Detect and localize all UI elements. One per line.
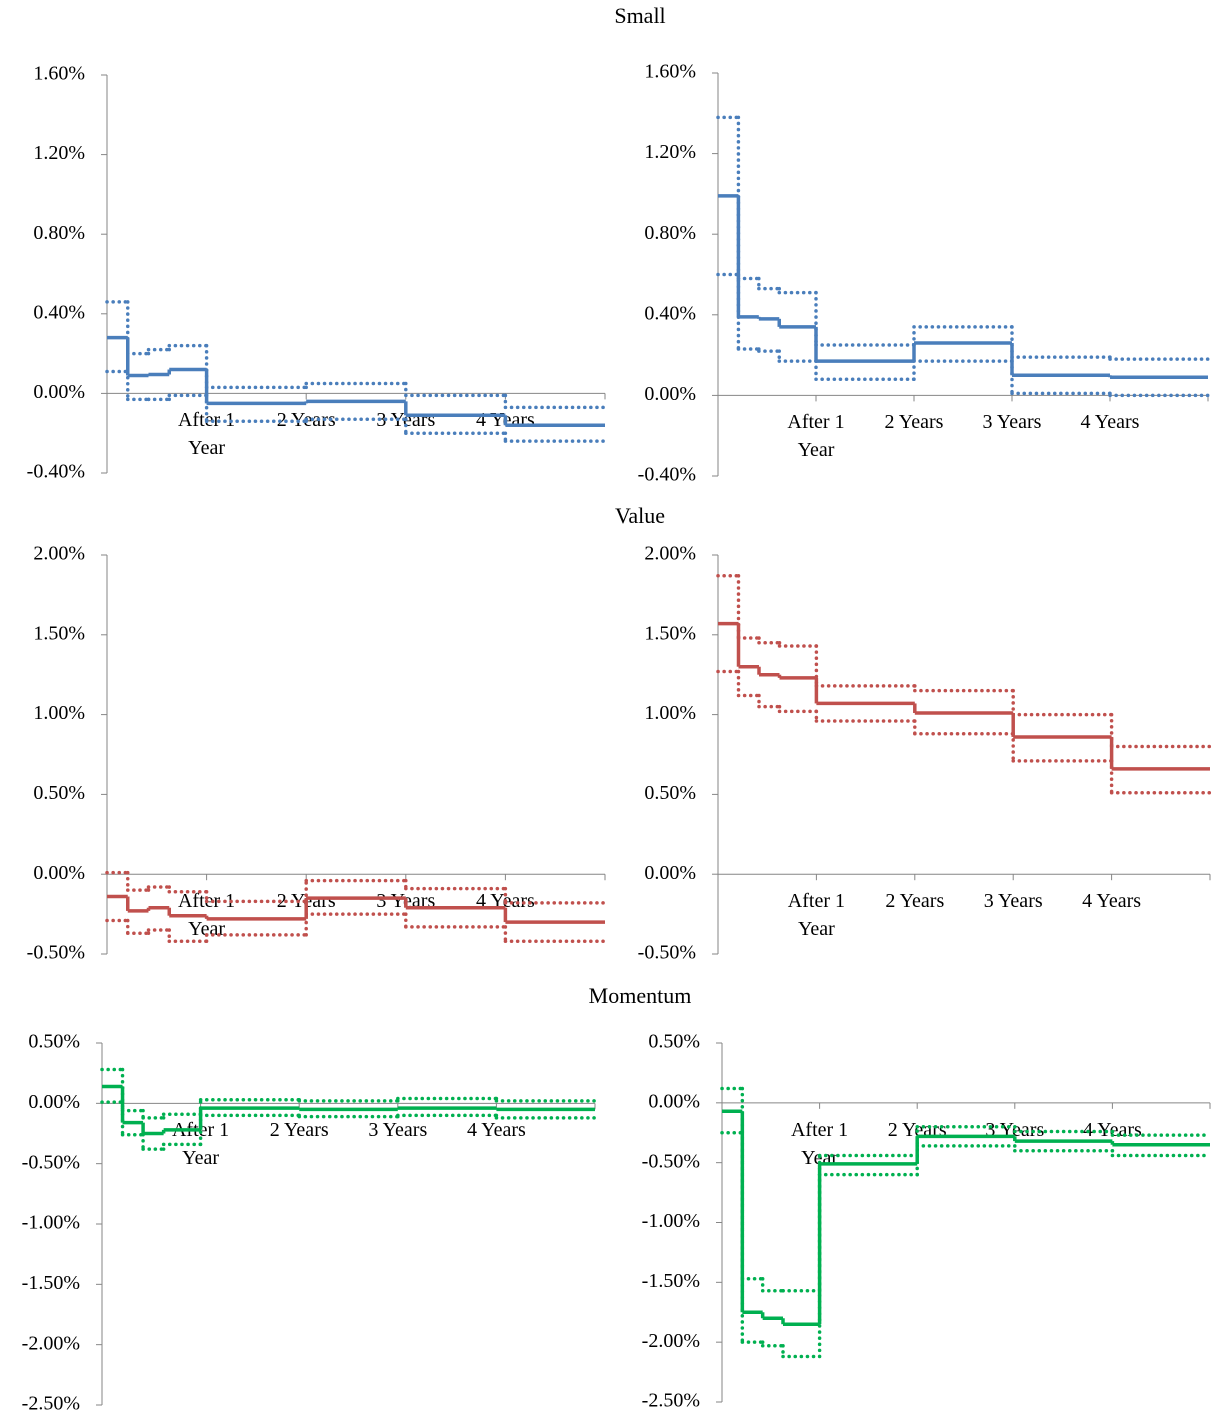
y-tick-label: 0.00%	[644, 383, 696, 405]
y-tick-label: -0.50%	[638, 942, 696, 964]
y-tick-label: -0.40%	[638, 464, 696, 486]
x-tick-label-box: 4 Years	[1082, 890, 1142, 913]
y-tick-label: 0.00%	[648, 1090, 700, 1112]
x-tick-label: 2 Years	[884, 411, 944, 434]
y-tick-label: 0.50%	[33, 782, 85, 804]
y-tick-label: 1.20%	[33, 142, 85, 164]
y-tick-label: 0.00%	[28, 1091, 80, 1113]
x-tick-label: 2 Years	[269, 1119, 329, 1142]
x-tick-label-box: After 1 Year	[787, 411, 845, 462]
y-tick-label: -0.50%	[27, 942, 85, 964]
y-tick-label: -0.40%	[27, 461, 85, 483]
x-tick-label: After 1 Year	[787, 890, 845, 941]
y-tick-label: 1.60%	[33, 63, 85, 85]
x-tick-label-box: 2 Years	[885, 890, 945, 913]
y-tick-label: 0.50%	[648, 1031, 700, 1053]
x-tick-label: 3 Years	[368, 1119, 428, 1142]
section-title: Small	[614, 3, 665, 28]
y-tick-label: 0.50%	[644, 782, 696, 804]
y-tick-label: -2.50%	[642, 1390, 700, 1412]
y-tick-label: 0.80%	[644, 222, 696, 244]
x-tick-label-box: 3 Years	[368, 1119, 428, 1142]
x-tick-label: 3 Years	[982, 411, 1042, 434]
y-tick-label: 1.60%	[644, 61, 696, 83]
x-tick-label: 4 Years	[1080, 411, 1140, 434]
x-tick-label: 2 Years	[885, 890, 945, 913]
y-tick-label: 1.50%	[33, 622, 85, 644]
x-tick-label: 4 Years	[466, 1119, 526, 1142]
x-tick-label-box: After 1 Year	[787, 890, 845, 941]
y-tick-label: -1.50%	[642, 1270, 700, 1292]
y-tick-label: -2.50%	[22, 1393, 80, 1415]
y-tick-label: 0.80%	[33, 222, 85, 244]
y-tick-label: 2.00%	[644, 543, 696, 565]
x-tick-label: 3 Years	[983, 890, 1043, 913]
y-tick-label: 0.40%	[644, 302, 696, 324]
x-tick-label-box: 3 Years	[983, 890, 1043, 913]
y-tick-label: 1.50%	[644, 622, 696, 644]
x-tick-label-box: 4 Years	[466, 1119, 526, 1142]
x-tick-label-box: 2 Years	[269, 1119, 329, 1142]
y-tick-label: -1.00%	[22, 1212, 80, 1234]
y-tick-label: -2.00%	[642, 1330, 700, 1352]
x-tick-label-box: 3 Years	[376, 890, 435, 912]
y-tick-label: 0.00%	[33, 381, 85, 403]
x-tick-label-box: 2 Years	[884, 411, 944, 434]
y-tick-label: 1.20%	[644, 141, 696, 163]
x-tick-label: 4 Years	[1082, 890, 1142, 913]
y-tick-label: 1.00%	[33, 702, 85, 724]
y-tick-label: 2.00%	[33, 543, 85, 565]
y-tick-label: -0.50%	[642, 1150, 700, 1172]
y-tick-label: -1.00%	[642, 1210, 700, 1232]
section-title: Value	[615, 503, 665, 528]
y-tick-label: -0.50%	[22, 1151, 80, 1173]
y-tick-label: 0.00%	[644, 862, 696, 884]
y-tick-label: 0.00%	[33, 862, 85, 884]
section-title: Momentum	[589, 983, 692, 1008]
y-tick-label: -2.00%	[22, 1332, 80, 1354]
x-tick-label-box: 3 Years	[982, 411, 1042, 434]
y-tick-label: 0.40%	[33, 301, 85, 323]
x-tick-label-box: 4 Years	[1080, 411, 1140, 434]
y-tick-label: -1.50%	[22, 1272, 80, 1294]
y-tick-label: 1.00%	[644, 702, 696, 724]
x-tick-label-box: 2 Years	[277, 409, 336, 431]
y-tick-label: 0.50%	[28, 1031, 80, 1053]
x-tick-label: After 1 Year	[787, 411, 845, 462]
